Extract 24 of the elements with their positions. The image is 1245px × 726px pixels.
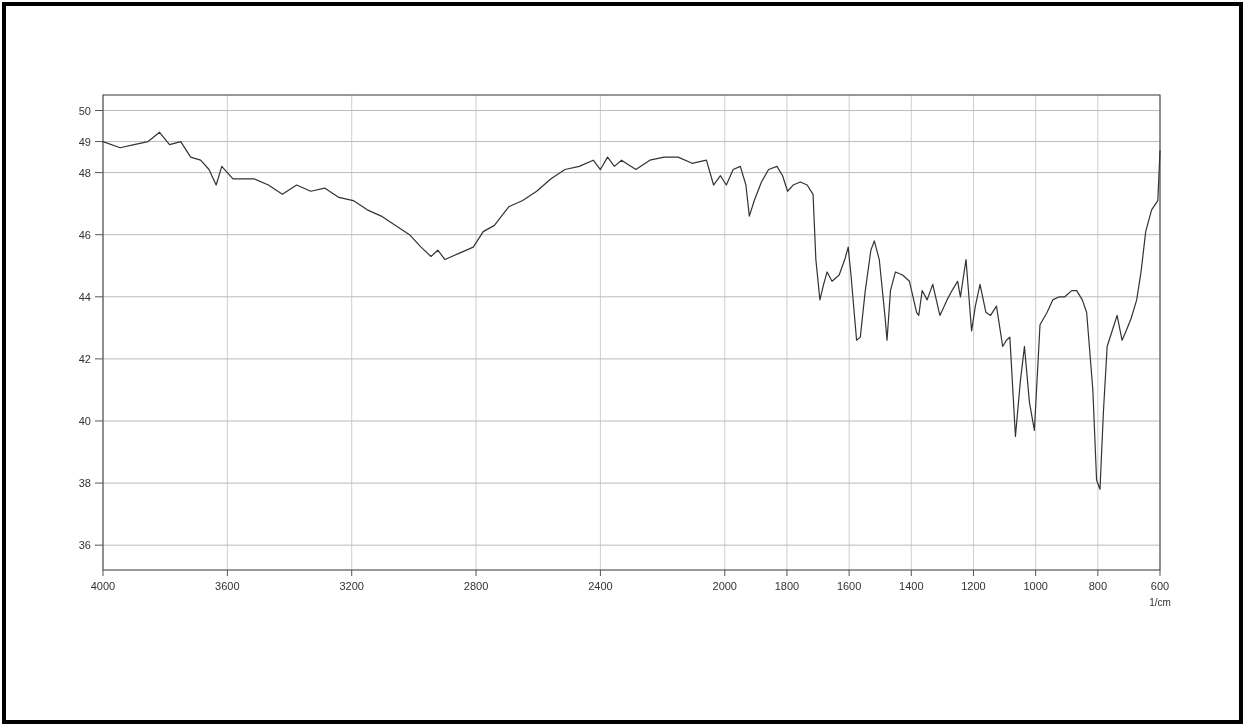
x-tick-label: 3200 xyxy=(339,580,364,592)
y-tick-label: 48 xyxy=(78,166,91,179)
x-tick-label: 1200 xyxy=(961,580,986,592)
x-tick-label: 2000 xyxy=(712,580,738,592)
y-tick-label: 46 xyxy=(78,228,91,241)
y-tick-label: 40 xyxy=(78,414,91,427)
y-tick-label: 44 xyxy=(78,290,91,303)
y-tick-label: 50 xyxy=(78,104,91,117)
y-tick-label: 42 xyxy=(78,352,91,365)
x-tick-label: 2400 xyxy=(588,580,613,592)
x-tick-label: 800 xyxy=(1088,580,1107,592)
x-tick-label: 600 xyxy=(1150,580,1170,592)
x-tick-label: 1600 xyxy=(836,580,862,592)
x-axis-title: 1/cm xyxy=(1149,597,1171,608)
x-tick-label: 4000 xyxy=(90,580,116,592)
x-tick-label: 3600 xyxy=(215,580,240,592)
y-tick-label: 38 xyxy=(78,477,91,490)
x-tick-label: 1000 xyxy=(1023,580,1048,592)
x-tick-label: 1800 xyxy=(774,580,800,592)
x-tick-label: 2800 xyxy=(463,580,489,592)
y-tick-label: 36 xyxy=(78,539,91,552)
x-tick-label: 1400 xyxy=(899,580,924,592)
y-tick-label: 49 xyxy=(78,135,91,148)
line-series xyxy=(102,131,1161,490)
